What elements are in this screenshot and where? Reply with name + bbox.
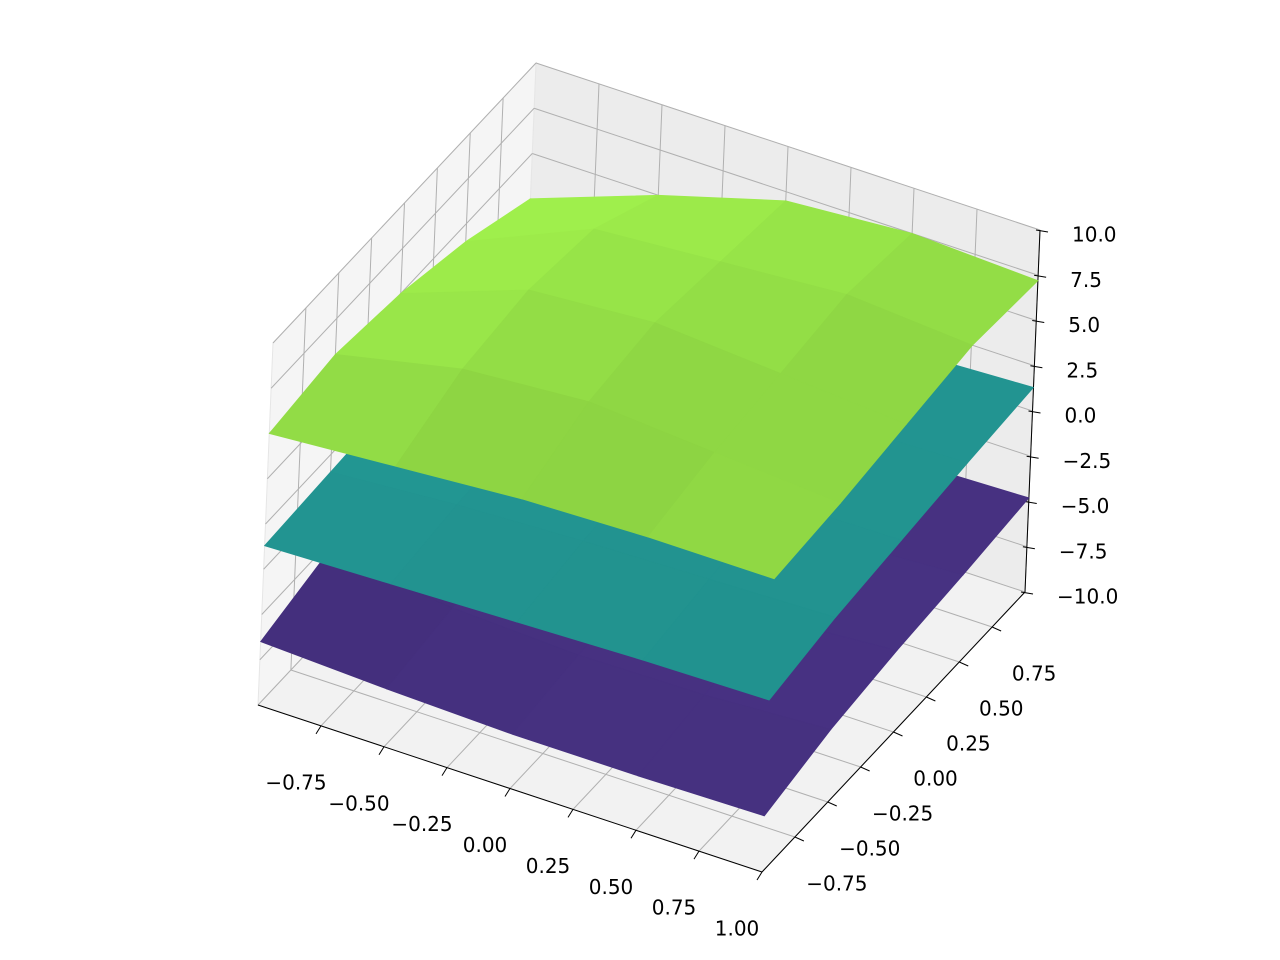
- tick-mark: [693, 850, 700, 860]
- z-tick-label: 2.5: [1066, 358, 1098, 382]
- y-tick-label: −0.75: [806, 872, 867, 896]
- surface-cell: [637, 694, 832, 817]
- grid-line: [290, 669, 796, 838]
- tick-mark: [893, 731, 903, 737]
- x-tick-label: 0.50: [589, 875, 634, 899]
- surface-cell: [647, 452, 841, 580]
- axis-line: [257, 704, 763, 873]
- z-tick-label: 5.0: [1068, 313, 1100, 337]
- y-tick-label: 0.75: [1012, 662, 1057, 686]
- tick-mark: [441, 767, 448, 776]
- tick-mark: [1022, 546, 1035, 550]
- z-tick-label: −10.0: [1057, 585, 1118, 609]
- z-tick-label: −7.5: [1059, 539, 1108, 563]
- z-tick-label: 0.0: [1065, 404, 1097, 428]
- axis-line: [1024, 229, 1041, 593]
- tick-mark: [1035, 229, 1049, 233]
- y-tick-label: −0.50: [839, 837, 900, 861]
- tick-mark: [926, 696, 936, 702]
- surface-cell: [642, 578, 837, 701]
- z-tick-label: −5.0: [1061, 494, 1110, 518]
- grid-line: [533, 107, 1039, 276]
- x-tick-label: 0.25: [526, 854, 571, 878]
- tick-mark: [378, 746, 385, 756]
- x-tick-label: 1.00: [715, 917, 760, 941]
- y-tick-label: 0.25: [946, 732, 991, 756]
- tick-mark: [1024, 501, 1037, 504]
- tick-mark: [827, 801, 837, 807]
- tick-mark: [794, 836, 805, 842]
- tick-mark: [1034, 274, 1047, 278]
- tick-mark: [1030, 365, 1043, 369]
- grid-line: [535, 62, 1041, 231]
- tick-mark: [567, 809, 574, 818]
- tick-mark: [1020, 591, 1034, 595]
- grid-line: [272, 62, 537, 344]
- y-tick-label: 0.50: [979, 697, 1024, 721]
- x-tick-label: 0.00: [463, 833, 508, 857]
- z-tick-label: 10.0: [1072, 223, 1117, 247]
- x-tick-label: −0.25: [391, 812, 452, 836]
- tick-mark: [959, 661, 969, 667]
- grid-line: [270, 107, 535, 389]
- axis-line: [761, 591, 1026, 873]
- tick-mark: [1026, 455, 1039, 459]
- x-tick-label: −0.75: [265, 770, 326, 794]
- tick-mark: [756, 871, 763, 881]
- tick-mark: [991, 626, 1002, 632]
- y-tick-label: −0.25: [872, 802, 933, 826]
- z-tick-label: −2.5: [1063, 449, 1112, 473]
- y-tick-label: 0.00: [913, 767, 958, 791]
- tick-mark: [1028, 410, 1041, 414]
- x-tick-label: 0.75: [652, 896, 697, 920]
- x-tick-label: −0.50: [328, 791, 389, 815]
- tick-mark: [315, 725, 322, 735]
- z-tick-label: 7.5: [1070, 268, 1102, 292]
- tick-mark: [860, 766, 870, 772]
- tick-mark: [630, 829, 637, 839]
- tick-mark: [504, 788, 511, 797]
- tick-mark: [1032, 320, 1045, 323]
